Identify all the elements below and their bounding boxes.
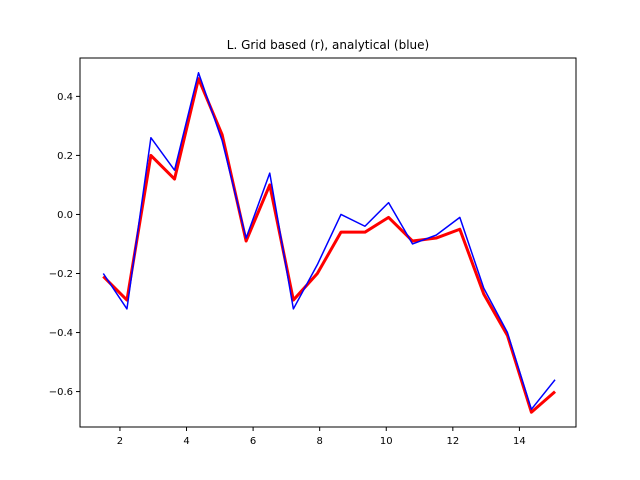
- y-tick-label: −0.2: [49, 269, 73, 280]
- x-tick-label: 10: [380, 436, 393, 447]
- plot-frame: [79, 57, 577, 428]
- x-tick-label: 2: [117, 436, 123, 447]
- y-tick-label: 0.0: [57, 210, 73, 221]
- y-tick-label: 0.4: [57, 92, 73, 103]
- x-tick-label: 4: [183, 436, 189, 447]
- chart-title: L. Grid based (r), analytical (blue): [227, 38, 429, 52]
- y-tick-label: −0.6: [49, 387, 73, 398]
- ticks-layer: 2 4 6 8 10 12 14 −0.6 −0.4 −0.2 0.0 0.2 0.4: [49, 92, 526, 447]
- x-tick-label: 14: [513, 436, 526, 447]
- series-line-2: [102, 72, 556, 411]
- series-line-1: [102, 77, 557, 414]
- y-tick-label: −0.4: [49, 328, 73, 339]
- x-tick-label: 8: [316, 436, 322, 447]
- x-tick-label: 6: [250, 436, 256, 447]
- series-layer: [102, 72, 557, 414]
- x-tick-label: 12: [446, 436, 459, 447]
- y-tick-label: 0.2: [57, 151, 73, 162]
